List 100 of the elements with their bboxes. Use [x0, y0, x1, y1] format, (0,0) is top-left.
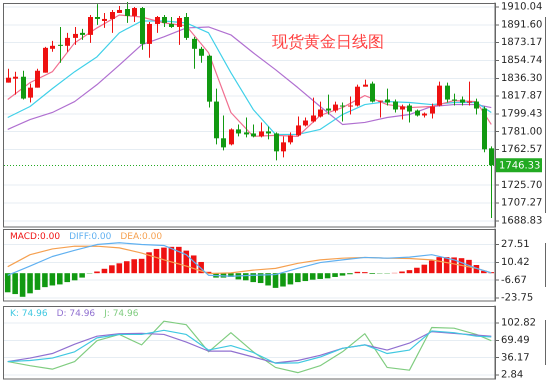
candlestick	[489, 146, 494, 219]
candlestick	[184, 12, 189, 40]
candlestick	[385, 88, 390, 106]
candlestick	[132, 6, 137, 22]
bar	[428, 260, 435, 274]
y-tick-label: 1762.57	[501, 144, 542, 156]
y-tick-label: -23.75	[501, 292, 534, 304]
y-tick-label: 1891.60	[501, 19, 542, 30]
candlestick	[251, 124, 256, 138]
candlestick	[58, 26, 63, 64]
y-tick-label: 1781.00	[501, 126, 542, 138]
candlestick	[445, 82, 450, 104]
candlestick	[370, 81, 375, 104]
y-tick-label: 69.49	[501, 334, 530, 346]
bar	[302, 273, 308, 282]
bar	[57, 273, 63, 284]
y-tick-label: 1725.70	[501, 180, 542, 191]
candlestick	[73, 26, 78, 46]
bar	[109, 265, 115, 274]
candlestick	[437, 81, 442, 107]
candlestick	[393, 99, 398, 113]
y-tick-label: 1799.43	[501, 108, 542, 120]
series-label: DIFF:0.00	[69, 232, 112, 242]
text: MACD:0.00	[10, 232, 60, 242]
candlestick	[259, 122, 264, 138]
candlestick	[474, 98, 479, 116]
candlestick	[452, 93, 457, 106]
y-tick-label: 1910.04	[501, 2, 542, 13]
candlestick	[229, 128, 234, 146]
candlestick	[35, 68, 40, 88]
bar	[4, 273, 11, 292]
bar	[258, 273, 264, 284]
text: K: 74.96	[10, 309, 48, 319]
candlestick	[333, 101, 338, 113]
bar	[124, 261, 130, 274]
candlestick	[162, 14, 167, 28]
bar	[79, 273, 85, 278]
candlestick	[147, 21, 152, 58]
bar	[12, 273, 18, 294]
candlestick	[274, 132, 279, 161]
bar	[72, 273, 78, 280]
candlestick	[467, 81, 472, 106]
candlestick	[95, 4, 100, 26]
candlestick	[221, 114, 226, 151]
bar	[64, 273, 70, 282]
y-tick-label: 1836.30	[501, 72, 542, 84]
candlestick	[110, 9, 115, 34]
candlestick	[296, 116, 301, 137]
y-tick-label: 102.82	[501, 318, 536, 329]
bar	[131, 259, 137, 274]
series-label: DEA:0.00	[120, 232, 162, 242]
bar	[116, 263, 122, 274]
series-label: D: 74.96	[56, 309, 96, 319]
candlestick	[236, 124, 241, 137]
candlestick	[192, 36, 197, 70]
bar	[436, 257, 442, 274]
y-tick-label: 1707.27	[501, 198, 542, 209]
y-tick-label: 10.42	[501, 256, 530, 268]
bar	[295, 273, 301, 282]
ref-line-label: 1746.33	[499, 160, 540, 172]
candlestick	[407, 103, 412, 123]
bar	[50, 273, 56, 286]
y-tick-label: -6.67	[501, 274, 527, 286]
candlestick	[177, 15, 182, 46]
candlestick	[430, 103, 435, 119]
candlestick	[50, 40, 55, 52]
y-tick-label: 2.84	[501, 370, 524, 381]
candlestick	[378, 100, 383, 118]
candlestick	[199, 46, 204, 64]
candlestick	[28, 83, 33, 104]
candlestick	[266, 126, 271, 140]
y-tick-label: 1817.87	[501, 90, 542, 102]
y-tick-label: 1873.17	[501, 37, 542, 48]
y-tick-label: 1688.83	[501, 215, 542, 226]
bar	[324, 273, 330, 278]
candlestick	[102, 12, 107, 28]
candlestick	[155, 15, 160, 34]
bar	[422, 264, 428, 274]
bar	[414, 268, 420, 274]
bar	[310, 273, 316, 280]
text: J: 74.96	[104, 309, 138, 319]
candlestick	[311, 97, 316, 123]
candlestick	[326, 94, 331, 116]
candlestick	[340, 102, 345, 122]
candlestick	[65, 32, 70, 52]
bar	[317, 273, 323, 279]
candlestick	[21, 70, 26, 100]
candlestick	[169, 16, 174, 28]
y-tick-label: 1854.74	[501, 55, 542, 66]
candlestick	[125, 2, 130, 24]
candlestick	[88, 14, 93, 44]
candlestick	[281, 136, 286, 158]
candlestick	[244, 117, 249, 138]
candlestick	[355, 84, 360, 107]
candlestick	[13, 71, 18, 96]
y-tick-label: 36.17	[501, 352, 530, 364]
bar	[138, 258, 144, 274]
candlestick	[80, 28, 85, 40]
candlestick	[288, 132, 293, 145]
text: 现货黄金日线图	[272, 32, 384, 52]
